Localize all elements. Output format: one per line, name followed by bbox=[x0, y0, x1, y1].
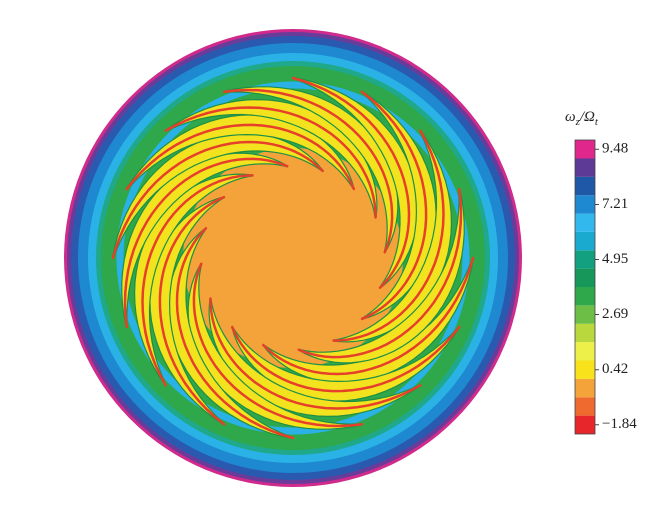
spiral-core bbox=[297, 187, 463, 359]
spiral-core bbox=[332, 129, 445, 342]
colorbar-block bbox=[575, 342, 595, 361]
colorbar-block bbox=[575, 287, 595, 306]
spiral-core bbox=[158, 195, 226, 426]
colorbar-block bbox=[575, 323, 595, 343]
colorbar-tick-label: 4.95 bbox=[602, 251, 628, 267]
colorbar-block bbox=[575, 195, 595, 214]
spiral-core bbox=[141, 174, 254, 387]
vorticity-field bbox=[64, 29, 522, 487]
colorbar-block bbox=[575, 415, 595, 434]
spiral-core bbox=[164, 106, 377, 219]
colorbar-block bbox=[575, 213, 595, 232]
field-ring bbox=[116, 81, 470, 435]
colorbar-tick-label: 2.69 bbox=[602, 306, 628, 322]
spiral-core bbox=[192, 262, 364, 428]
spiral-core bbox=[125, 123, 356, 191]
spiral-core bbox=[222, 88, 394, 254]
label-part: z bbox=[575, 116, 581, 128]
spiral-core bbox=[209, 297, 422, 410]
spiral-core bbox=[291, 76, 411, 289]
colorbar-block bbox=[575, 176, 595, 196]
colorbar-block bbox=[575, 268, 595, 287]
colorbar-block bbox=[575, 397, 595, 416]
colorbar-block bbox=[575, 158, 595, 177]
colorbar-block bbox=[575, 360, 595, 379]
field-core bbox=[183, 148, 403, 368]
spiral-core bbox=[175, 227, 295, 440]
spiral-core bbox=[123, 157, 289, 329]
colorbar-label: ωz/Ωt bbox=[565, 109, 599, 127]
colorbar-tick-label: 9.48 bbox=[602, 141, 628, 157]
label-part: ω bbox=[565, 109, 576, 125]
spiral-core bbox=[111, 140, 324, 260]
colorbar-tick-label: 0.42 bbox=[602, 361, 628, 377]
label-part: t bbox=[595, 116, 599, 128]
colorbar-tick-label: 7.21 bbox=[602, 196, 628, 212]
colorbar-block bbox=[575, 231, 595, 251]
colorbar-block bbox=[575, 378, 595, 398]
spiral-core bbox=[230, 325, 461, 393]
colorbar-frame bbox=[574, 139, 596, 435]
colorbar-block bbox=[575, 250, 595, 269]
colorbar-tick-label: −1.84 bbox=[602, 416, 637, 432]
colorbar-block bbox=[575, 140, 595, 159]
label-part: /Ω bbox=[579, 109, 595, 125]
spiral-core bbox=[360, 90, 428, 321]
colorbar-block bbox=[575, 305, 595, 324]
spiral-core bbox=[262, 256, 475, 376]
